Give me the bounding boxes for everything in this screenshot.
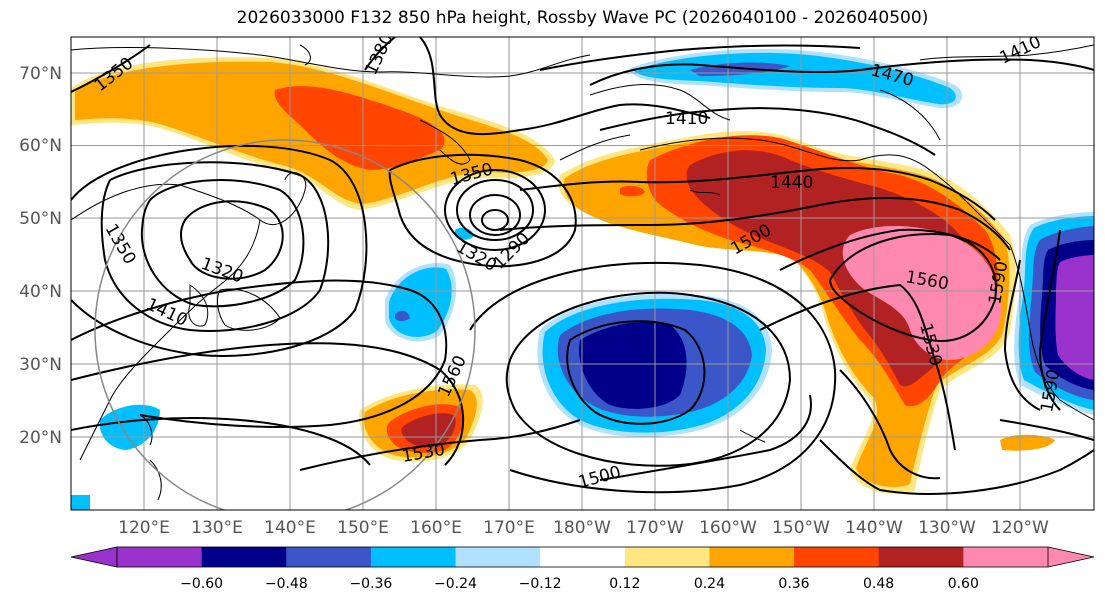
colorbar-tick: −0.48 [265, 576, 308, 592]
lat-label: 60°N [19, 136, 62, 156]
contour-label: 1410 [665, 109, 708, 129]
colorbar-cell [286, 547, 372, 567]
lon-label: 150°E [337, 518, 389, 538]
lat-label: 50°N [19, 209, 62, 229]
colorbar-cell [117, 547, 203, 567]
colorbar-tick: −0.12 [519, 576, 562, 592]
lon-label: 130°W [918, 518, 976, 538]
lon-label: 170°W [626, 518, 684, 538]
colorbar-cell [794, 547, 880, 567]
graticule [71, 37, 1094, 510]
lon-label: 160°E [410, 518, 462, 538]
colorbar: −0.60 −0.48 −0.36 −0.24 −0.12 0.12 0.24 … [70, 546, 1095, 592]
lon-label: 180°W [553, 518, 611, 538]
contour-label: 1440 [770, 173, 813, 193]
lon-label: 160°W [699, 518, 757, 538]
colorbar-cell [540, 547, 626, 567]
lat-label: 30°N [19, 355, 62, 375]
map-plot-area: 1350 1380 1410 1410 1470 1440 1350 1500 … [71, 37, 1094, 510]
colorbar-cell [963, 547, 1049, 567]
colorbar-cell [709, 547, 795, 567]
colorbar-tick: 0.48 [863, 576, 894, 592]
lat-label: 70°N [19, 64, 62, 84]
map-frame [70, 36, 1095, 511]
lon-label: 170°E [483, 518, 535, 538]
lon-label: 150°W [772, 518, 830, 538]
colorbar-arrow-min [70, 546, 118, 568]
latitude-labels: 70°N 60°N 50°N 40°N 30°N 20°N [19, 64, 62, 448]
colorbar-tick: −0.60 [180, 576, 223, 592]
lon-label: 140°W [845, 518, 903, 538]
reference-ring [94, 139, 476, 510]
lon-label: 140°E [264, 518, 316, 538]
map-title: 2026033000 F132 850 hPa height, Rossby W… [236, 8, 929, 28]
colorbar-arrow-max [1047, 546, 1095, 568]
coastlines [71, 44, 1094, 501]
lat-label: 40°N [19, 282, 62, 302]
colorbar-cell [201, 547, 287, 567]
colorbar-tick: 0.36 [778, 576, 809, 592]
colorbar-cell [624, 547, 710, 567]
colorbar-tick: −0.24 [434, 576, 477, 592]
height-contours [71, 37, 1094, 495]
colorbar-tick: 0.12 [609, 576, 640, 592]
lat-label: 20°N [19, 428, 62, 448]
lon-label: 120°W [991, 518, 1049, 538]
negative-anomaly-shading [71, 48, 1094, 510]
lon-label: 130°E [191, 518, 243, 538]
lon-label: 120°E [118, 518, 170, 538]
colorbar-tick: 0.24 [694, 576, 725, 592]
positive-anomaly-shading [71, 57, 1055, 494]
colorbar-cell [370, 547, 457, 567]
colorbar-tick: 0.60 [948, 576, 979, 592]
colorbar-cell [455, 547, 541, 567]
colorbar-tick: −0.36 [349, 576, 392, 592]
longitude-labels: 120°E 130°E 140°E 150°E 160°E 170°E 180°… [118, 518, 1049, 538]
colorbar-cell [878, 547, 964, 567]
colorbar-tick-labels: −0.60 −0.48 −0.36 −0.24 −0.12 0.12 0.24 … [180, 576, 979, 592]
